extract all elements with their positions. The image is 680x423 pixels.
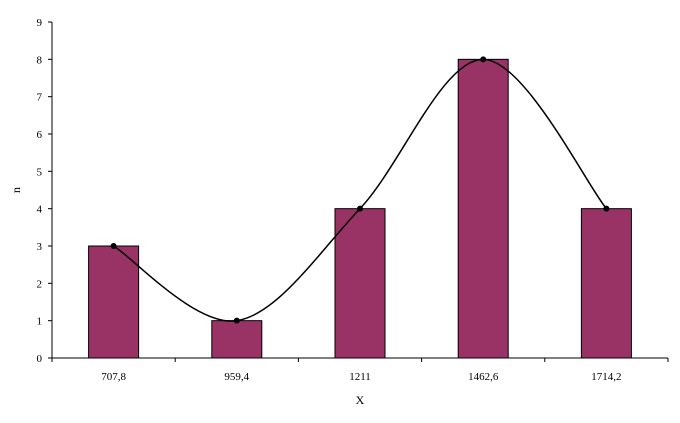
x-axis-title: X — [356, 393, 365, 407]
trend-curve — [110, 56, 610, 324]
y-tick-label: 5 — [37, 166, 43, 178]
bar — [580, 208, 632, 359]
bar — [457, 58, 509, 359]
x-tick-label: 1714,2 — [591, 371, 621, 383]
bars — [88, 58, 632, 359]
y-tick-label: 2 — [37, 278, 43, 290]
x-tick-label: 959,4 — [224, 371, 249, 383]
y-tick-label: 6 — [37, 129, 43, 141]
x-tick-label: 1462,6 — [468, 371, 499, 383]
y-tick-label: 0 — [37, 353, 43, 365]
x-tick-label: 707,8 — [101, 371, 126, 383]
trend-point — [233, 317, 240, 324]
bar — [334, 208, 386, 359]
trend-line — [113, 58, 607, 322]
trend-point — [357, 205, 363, 212]
trend-point — [603, 205, 610, 212]
y-tick-label: 8 — [37, 54, 43, 66]
y-tick-label: 1 — [37, 316, 43, 328]
x-tick-label: 1211 — [349, 371, 371, 383]
trend-point — [480, 56, 487, 63]
y-axis-title: n — [9, 187, 23, 193]
y-tick-label: 9 — [37, 17, 43, 29]
trend-point — [110, 243, 117, 249]
y-tick-label: 7 — [37, 92, 43, 104]
bar — [88, 245, 140, 359]
bar — [211, 320, 263, 359]
tick-labels: 0 1 2 3 4 5 6 7 8 9 707,8 959,4 1211 1462,6 1714,2 — [37, 17, 622, 383]
y-tick-label: 4 — [37, 204, 43, 216]
y-tick-label: 3 — [37, 241, 43, 253]
